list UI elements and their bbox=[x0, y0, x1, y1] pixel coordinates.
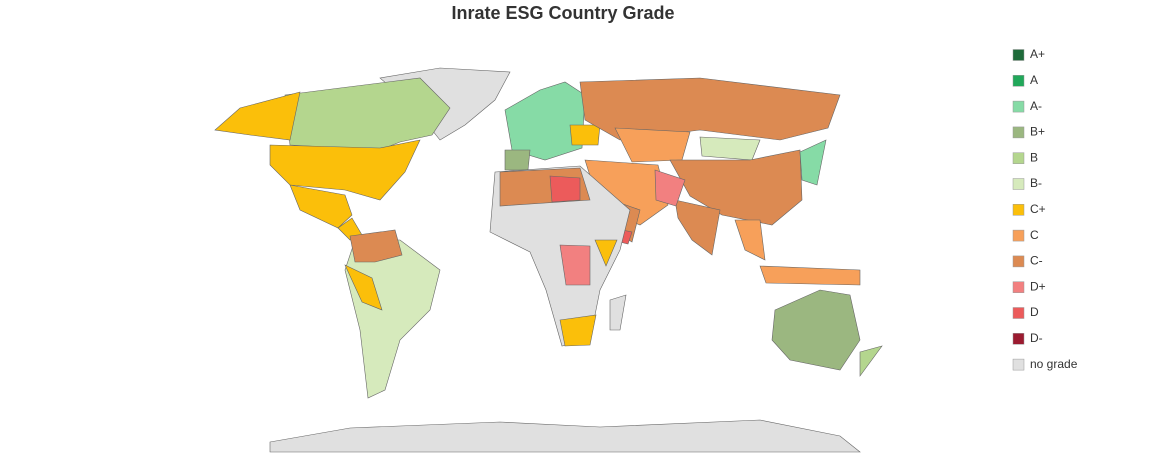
legend-swatch bbox=[1012, 100, 1025, 113]
legend-label: C bbox=[1030, 228, 1039, 242]
madagascar bbox=[609, 294, 627, 331]
legend-label: D+ bbox=[1030, 279, 1046, 293]
legend-label: no grade bbox=[1030, 357, 1078, 371]
china bbox=[669, 149, 803, 226]
canada bbox=[284, 77, 451, 151]
libya bbox=[549, 175, 581, 203]
legend-label: C+ bbox=[1030, 202, 1046, 216]
mexico bbox=[289, 184, 353, 229]
legend-swatch bbox=[1012, 178, 1025, 190]
south-africa bbox=[559, 314, 597, 347]
pakistan bbox=[654, 169, 686, 207]
ethiopia bbox=[594, 239, 618, 267]
legend-swatch bbox=[1012, 281, 1025, 293]
legend-swatch bbox=[1012, 255, 1025, 268]
legend-label: A+ bbox=[1030, 47, 1045, 61]
legend-label: B+ bbox=[1030, 125, 1045, 139]
japan bbox=[799, 139, 827, 186]
map-title: Inrate ESG Country Grade bbox=[451, 3, 674, 23]
legend-swatch bbox=[1012, 126, 1025, 139]
legend-swatch bbox=[1012, 75, 1025, 87]
ukraine bbox=[569, 124, 601, 146]
australia bbox=[771, 289, 861, 371]
indonesia bbox=[759, 265, 861, 286]
legend-label: C- bbox=[1030, 254, 1043, 268]
south-america bbox=[344, 239, 441, 399]
legend-swatch bbox=[1012, 333, 1025, 345]
southeast-asia bbox=[734, 219, 766, 261]
iberia bbox=[504, 149, 531, 171]
india bbox=[674, 199, 721, 256]
legend-swatch bbox=[1012, 49, 1025, 61]
legend-swatch bbox=[1012, 358, 1025, 371]
peru bbox=[344, 264, 383, 311]
usa bbox=[269, 139, 421, 201]
legend-label: D bbox=[1030, 305, 1039, 319]
legend-label: A bbox=[1030, 73, 1038, 87]
russia bbox=[579, 77, 841, 141]
congo bbox=[559, 244, 591, 286]
kazakhstan bbox=[614, 127, 691, 163]
europe bbox=[504, 81, 586, 161]
antarctica bbox=[269, 419, 861, 453]
legend-swatch bbox=[1012, 307, 1025, 319]
legend-swatch bbox=[1012, 229, 1025, 242]
alaska bbox=[214, 91, 301, 141]
legend-label: D- bbox=[1030, 331, 1043, 345]
legend-swatch bbox=[1012, 152, 1025, 164]
legend-label: B bbox=[1030, 150, 1038, 164]
legend-label: B- bbox=[1030, 176, 1042, 190]
legend-swatch bbox=[1012, 204, 1025, 216]
world-map bbox=[214, 67, 883, 453]
legend: A+ A A- B+ B B- C+ C C- D+ D D-no grade bbox=[1012, 47, 1078, 371]
legend-label: A- bbox=[1030, 99, 1042, 113]
new-zealand bbox=[859, 345, 883, 377]
venezuela-colombia bbox=[349, 229, 403, 263]
mongolia bbox=[699, 136, 761, 161]
